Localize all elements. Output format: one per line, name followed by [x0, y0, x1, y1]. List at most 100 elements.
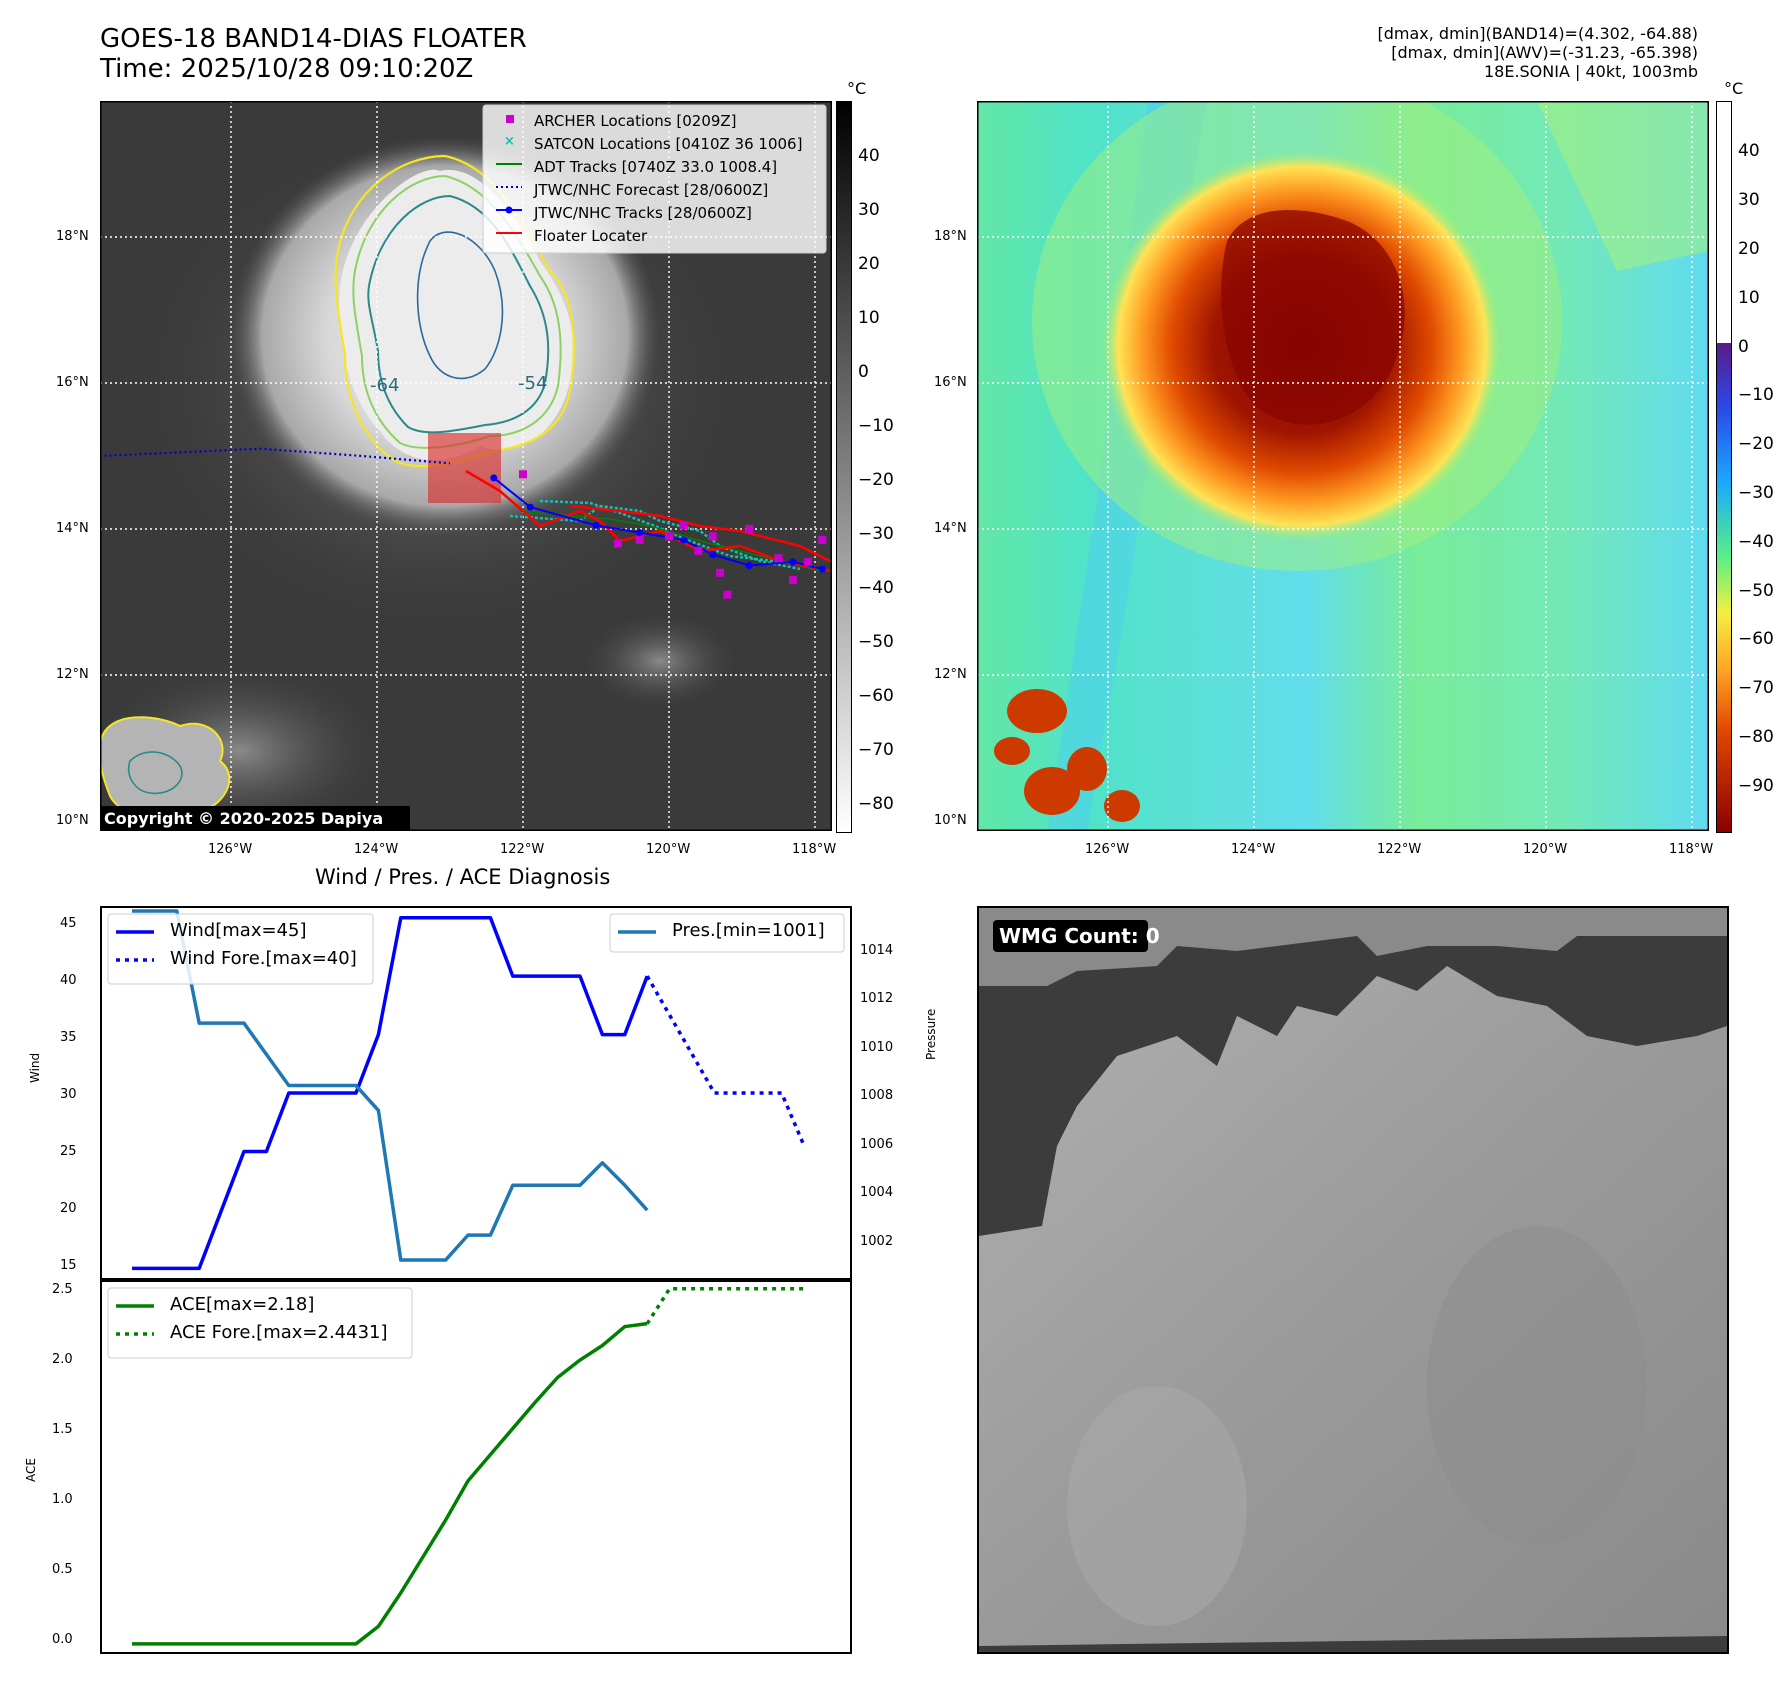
lat-tick: 12°N — [934, 667, 967, 682]
wmg-panel[interactable]: WMG Count: 0 — [977, 906, 1729, 1654]
band14-panel[interactable]: -64 -54 × Copyright © 2020-2025 Dapiya — [90, 100, 833, 841]
wind-ytick: 20 — [60, 1201, 77, 1216]
cb1-tick: −50 — [858, 632, 894, 652]
band14-range: [dmax, dmin](BAND14)=(4.302, -64.88) — [1377, 24, 1699, 43]
best-track-point — [818, 565, 826, 573]
cb1-tick: 20 — [858, 254, 880, 274]
cb1-tick: −80 — [858, 794, 894, 814]
best-track-point — [636, 529, 644, 537]
cb1-tick: −60 — [858, 686, 894, 706]
wmg-frame — [977, 906, 1729, 1654]
map-legend-markers: × — [496, 115, 522, 234]
cb1-tick: 40 — [858, 146, 880, 166]
wind-series-layer — [132, 909, 806, 1271]
map-legend-box — [482, 104, 827, 254]
best-track-point — [789, 558, 797, 566]
legend-satcon-icon: × — [504, 134, 515, 149]
cb2-tick: −90 — [1738, 776, 1774, 796]
wind-ytick: 15 — [60, 1258, 77, 1273]
forecast-track-line — [99, 447, 451, 465]
cb2-tick: 0 — [1738, 337, 1749, 357]
diagnosis-title: Wind / Pres. / ACE Diagnosis — [315, 865, 611, 889]
storm-info: 18E.SONIA | 40kt, 1003mb — [1483, 62, 1698, 81]
cb2-tick: −50 — [1738, 581, 1774, 601]
wind-ylabel: Wind — [28, 1052, 42, 1083]
legend-wind-label: Wind[max=45] — [170, 920, 307, 941]
wind-ytick: 40 — [60, 973, 77, 988]
archer-point — [774, 554, 783, 563]
ace-ytick: 0.0 — [52, 1632, 73, 1647]
ace-ytick: 1.0 — [52, 1492, 73, 1507]
contour-green — [352, 174, 562, 449]
lat-tick: 12°N — [56, 667, 89, 682]
wind-ytick: 45 — [60, 916, 77, 931]
contour-label-1: -64 — [370, 375, 399, 396]
pres-ytick: 1008 — [860, 1088, 894, 1103]
floater-box — [428, 433, 501, 503]
pres-ylabel: Pressure — [924, 1008, 938, 1060]
lon-tick: 118°W — [1669, 842, 1714, 857]
cb1-tick: −70 — [858, 740, 894, 760]
contour-yellow — [334, 154, 575, 468]
pres-legend-box — [609, 913, 845, 953]
satcon-track — [509, 499, 801, 571]
ace-panel[interactable] — [100, 1280, 852, 1654]
title-text: GOES-18 BAND14-DIAS FLOATER — [100, 24, 527, 54]
lon-tick: 126°W — [1085, 842, 1130, 857]
wind-pres-panel[interactable] — [100, 906, 852, 1280]
ace-ytick: 2.5 — [52, 1282, 73, 1297]
ace-frame — [100, 1280, 852, 1654]
cb1-tick: −40 — [858, 578, 894, 598]
series-line-2 — [132, 909, 649, 1262]
archer-point — [613, 539, 622, 548]
pres-ytick: 1012 — [860, 991, 894, 1006]
legend-floater-label: Floater Locater — [534, 227, 648, 245]
legend-archer-icon — [506, 115, 514, 123]
legend-forecast-label: JTWC/NHC Forecast [28/0600Z] — [534, 181, 769, 199]
legend-satcon-label: SATCON Locations [0410Z 36 1006] — [534, 135, 803, 153]
lon-tick: 124°W — [1231, 842, 1276, 857]
cloud-sw — [98, 716, 231, 820]
archer-point — [789, 576, 798, 585]
wmg-top-band — [979, 908, 1727, 986]
lat-tick: 10°N — [56, 813, 89, 828]
cb1-tick: −30 — [858, 524, 894, 544]
ace-line-1 — [645, 1286, 804, 1325]
lon-tick: 120°W — [1523, 842, 1568, 857]
archer-point — [723, 590, 732, 599]
contour-label-2: -54 — [518, 373, 547, 394]
wind-legend — [107, 913, 845, 985]
lon-tick: 118°W — [792, 842, 837, 857]
lat-tick: 10°N — [934, 813, 967, 828]
wmg-count: WMG Count: 0 — [999, 924, 1160, 948]
ace-series-layer — [132, 1286, 804, 1646]
awv-unit: °C — [1724, 79, 1744, 98]
awv-panel[interactable] — [976, 71, 1710, 832]
contour-blue — [416, 231, 504, 380]
contour-sw — [128, 751, 183, 795]
wind-ytick: 25 — [60, 1144, 77, 1159]
lon-tick: 124°W — [354, 842, 399, 857]
cb2-tick: −70 — [1738, 678, 1774, 698]
ace-legend-box — [107, 1287, 413, 1359]
cb1-tick: −10 — [858, 416, 894, 436]
cb2-tick: −40 — [1738, 532, 1774, 552]
lon-tick: 120°W — [646, 842, 691, 857]
band14-map: -64 -54 × Copyright © 2020-2025 Dapiya — [90, 100, 833, 841]
archer-point — [665, 532, 673, 541]
archer-point — [716, 568, 725, 577]
best-track-point — [526, 503, 534, 511]
time-text: Time: 2025/10/28 09:10:20Z — [100, 54, 474, 84]
wind-frame — [100, 906, 852, 1280]
archer-point — [519, 470, 527, 479]
cb2-tick: −30 — [1738, 483, 1774, 503]
pres-ytick: 1006 — [860, 1137, 894, 1152]
best-track-point — [592, 521, 600, 529]
ace-ylabel: ACE — [24, 1458, 38, 1482]
wmg-badge — [993, 920, 1148, 952]
wind-ytick: 35 — [60, 1030, 77, 1045]
best-track-point — [490, 474, 498, 482]
archer-point — [679, 521, 688, 530]
pres-ytick: 1014 — [860, 943, 894, 958]
wmg-dark-streak — [1427, 1226, 1647, 1546]
